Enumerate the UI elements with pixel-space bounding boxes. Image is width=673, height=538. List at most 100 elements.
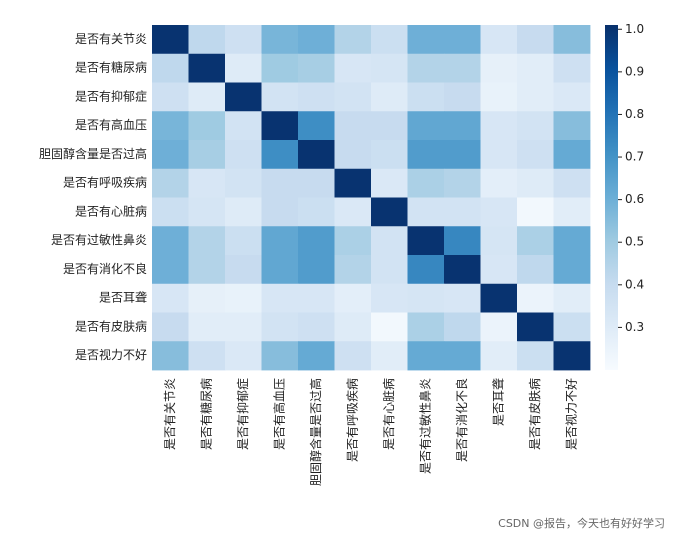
- heatmap-cell: [553, 283, 591, 313]
- heatmap-cell: [480, 53, 518, 83]
- heatmap-cell: [371, 140, 408, 170]
- heatmap-cell: [334, 53, 372, 83]
- heatmap-cell: [553, 53, 591, 83]
- heatmap-cell: [480, 283, 518, 313]
- y-tick-label: 胆固醇含量是否过高: [39, 146, 147, 161]
- heatmap-cell: [407, 111, 445, 141]
- heatmap-cell: [444, 140, 481, 170]
- heatmap-cell: [152, 255, 189, 285]
- heatmap-cell: [152, 226, 189, 256]
- heatmap-cell: [188, 25, 226, 55]
- heatmap-cell: [334, 197, 372, 227]
- x-tick-label: 胆固醇含量是否过高: [308, 378, 323, 486]
- x-tick-label: 是否耳聋: [490, 378, 505, 426]
- heatmap-cell: [298, 53, 335, 83]
- heatmap-cell: [480, 312, 518, 342]
- heatmap-cell: [261, 283, 299, 313]
- heatmap-cell: [261, 255, 299, 285]
- heatmap-cell: [517, 25, 554, 55]
- heatmap-cell: [334, 140, 372, 170]
- heatmap-cell: [225, 82, 262, 112]
- heatmap-cell: [444, 312, 481, 342]
- heatmap-cell: [225, 140, 262, 170]
- heatmap-cell: [261, 312, 299, 342]
- y-tick-label: 是否有皮肤病: [75, 318, 147, 333]
- heatmap-cell: [152, 312, 189, 342]
- y-tick-label: 是否有高血压: [75, 117, 147, 132]
- heatmap-cell: [225, 25, 262, 55]
- heatmap-cell: [334, 226, 372, 256]
- colorbar-tick-label: 1.0: [625, 22, 644, 36]
- heatmap-cell: [298, 312, 335, 342]
- heatmap-cell: [334, 82, 372, 112]
- heatmap-cell: [152, 197, 189, 227]
- heatmap-cell: [225, 53, 262, 83]
- heatmap-cell: [407, 82, 445, 112]
- heatmap-cell: [261, 25, 299, 55]
- heatmap-cell: [517, 82, 554, 112]
- heatmap-cell: [334, 168, 372, 198]
- heatmap-cell: [225, 168, 262, 198]
- colorbar-tick-label: 0.9: [625, 64, 644, 78]
- heatmap-cell: [407, 312, 445, 342]
- x-tick-label: 是否有消化不良: [454, 378, 469, 462]
- heatmap-cell: [371, 168, 408, 198]
- heatmap-cell: [152, 283, 189, 313]
- heatmap-cell: [371, 283, 408, 313]
- y-tick-label: 是否有关节炎: [75, 32, 147, 46]
- x-tick-label: 是否有抑郁症: [235, 378, 250, 450]
- heatmap-cell: [188, 140, 226, 170]
- heatmap-cell: [480, 25, 518, 55]
- heatmap-cell: [553, 255, 591, 285]
- heatmap-cell: [517, 111, 554, 141]
- heatmap-cell: [407, 283, 445, 313]
- heatmap-cell: [407, 226, 445, 256]
- heatmap-cell: [261, 168, 299, 198]
- y-tick-label: 是否有抑郁症: [75, 88, 147, 103]
- colorbar-tick-label: 0.3: [625, 320, 644, 334]
- heatmap-cell: [444, 25, 481, 55]
- heatmap-cell: [553, 140, 591, 170]
- heatmap-cell: [371, 25, 408, 55]
- heatmap-cell: [261, 197, 299, 227]
- heatmap-cell: [225, 312, 262, 342]
- heatmap-cell: [444, 341, 481, 371]
- heatmap-cell: [517, 283, 554, 313]
- heatmap-cell: [225, 226, 262, 256]
- heatmap-cell: [225, 255, 262, 285]
- heatmap-cell: [261, 140, 299, 170]
- heatmap-cell: [334, 111, 372, 141]
- heatmap-cell: [261, 111, 299, 141]
- heatmap-cell: [517, 341, 554, 371]
- heatmap-cell: [225, 197, 262, 227]
- heatmap-cell: [152, 25, 189, 55]
- heatmap-cell: [480, 140, 518, 170]
- heatmap-cell: [298, 168, 335, 198]
- heatmap-cell: [371, 111, 408, 141]
- heatmap-cell: [298, 82, 335, 112]
- heatmap-cell: [298, 111, 335, 141]
- heatmap-cell: [152, 140, 189, 170]
- heatmap-cell: [480, 255, 518, 285]
- y-tick-label: 是否耳聋: [99, 290, 147, 305]
- heatmap-cell: [188, 226, 226, 256]
- colorbar: [605, 25, 618, 370]
- colorbar-tick-label: 0.6: [625, 192, 644, 206]
- heatmap-cell: [225, 283, 262, 313]
- heatmap-cell: [152, 168, 189, 198]
- heatmap-cell: [261, 341, 299, 371]
- heatmap-cell: [444, 197, 481, 227]
- heatmap-cell: [188, 168, 226, 198]
- heatmap-cell: [334, 312, 372, 342]
- heatmap-cell: [480, 82, 518, 112]
- heatmap-cell: [553, 25, 591, 55]
- heatmap-cell: [152, 111, 189, 141]
- heatmap-cell: [188, 82, 226, 112]
- colorbar-tick-label: 0.7: [625, 150, 644, 164]
- heatmap-cell: [334, 283, 372, 313]
- heatmap-cell: [261, 53, 299, 83]
- heatmap-cell: [553, 168, 591, 198]
- heatmap-cell: [371, 82, 408, 112]
- heatmap-cell: [553, 197, 591, 227]
- heatmap-cell: [517, 255, 554, 285]
